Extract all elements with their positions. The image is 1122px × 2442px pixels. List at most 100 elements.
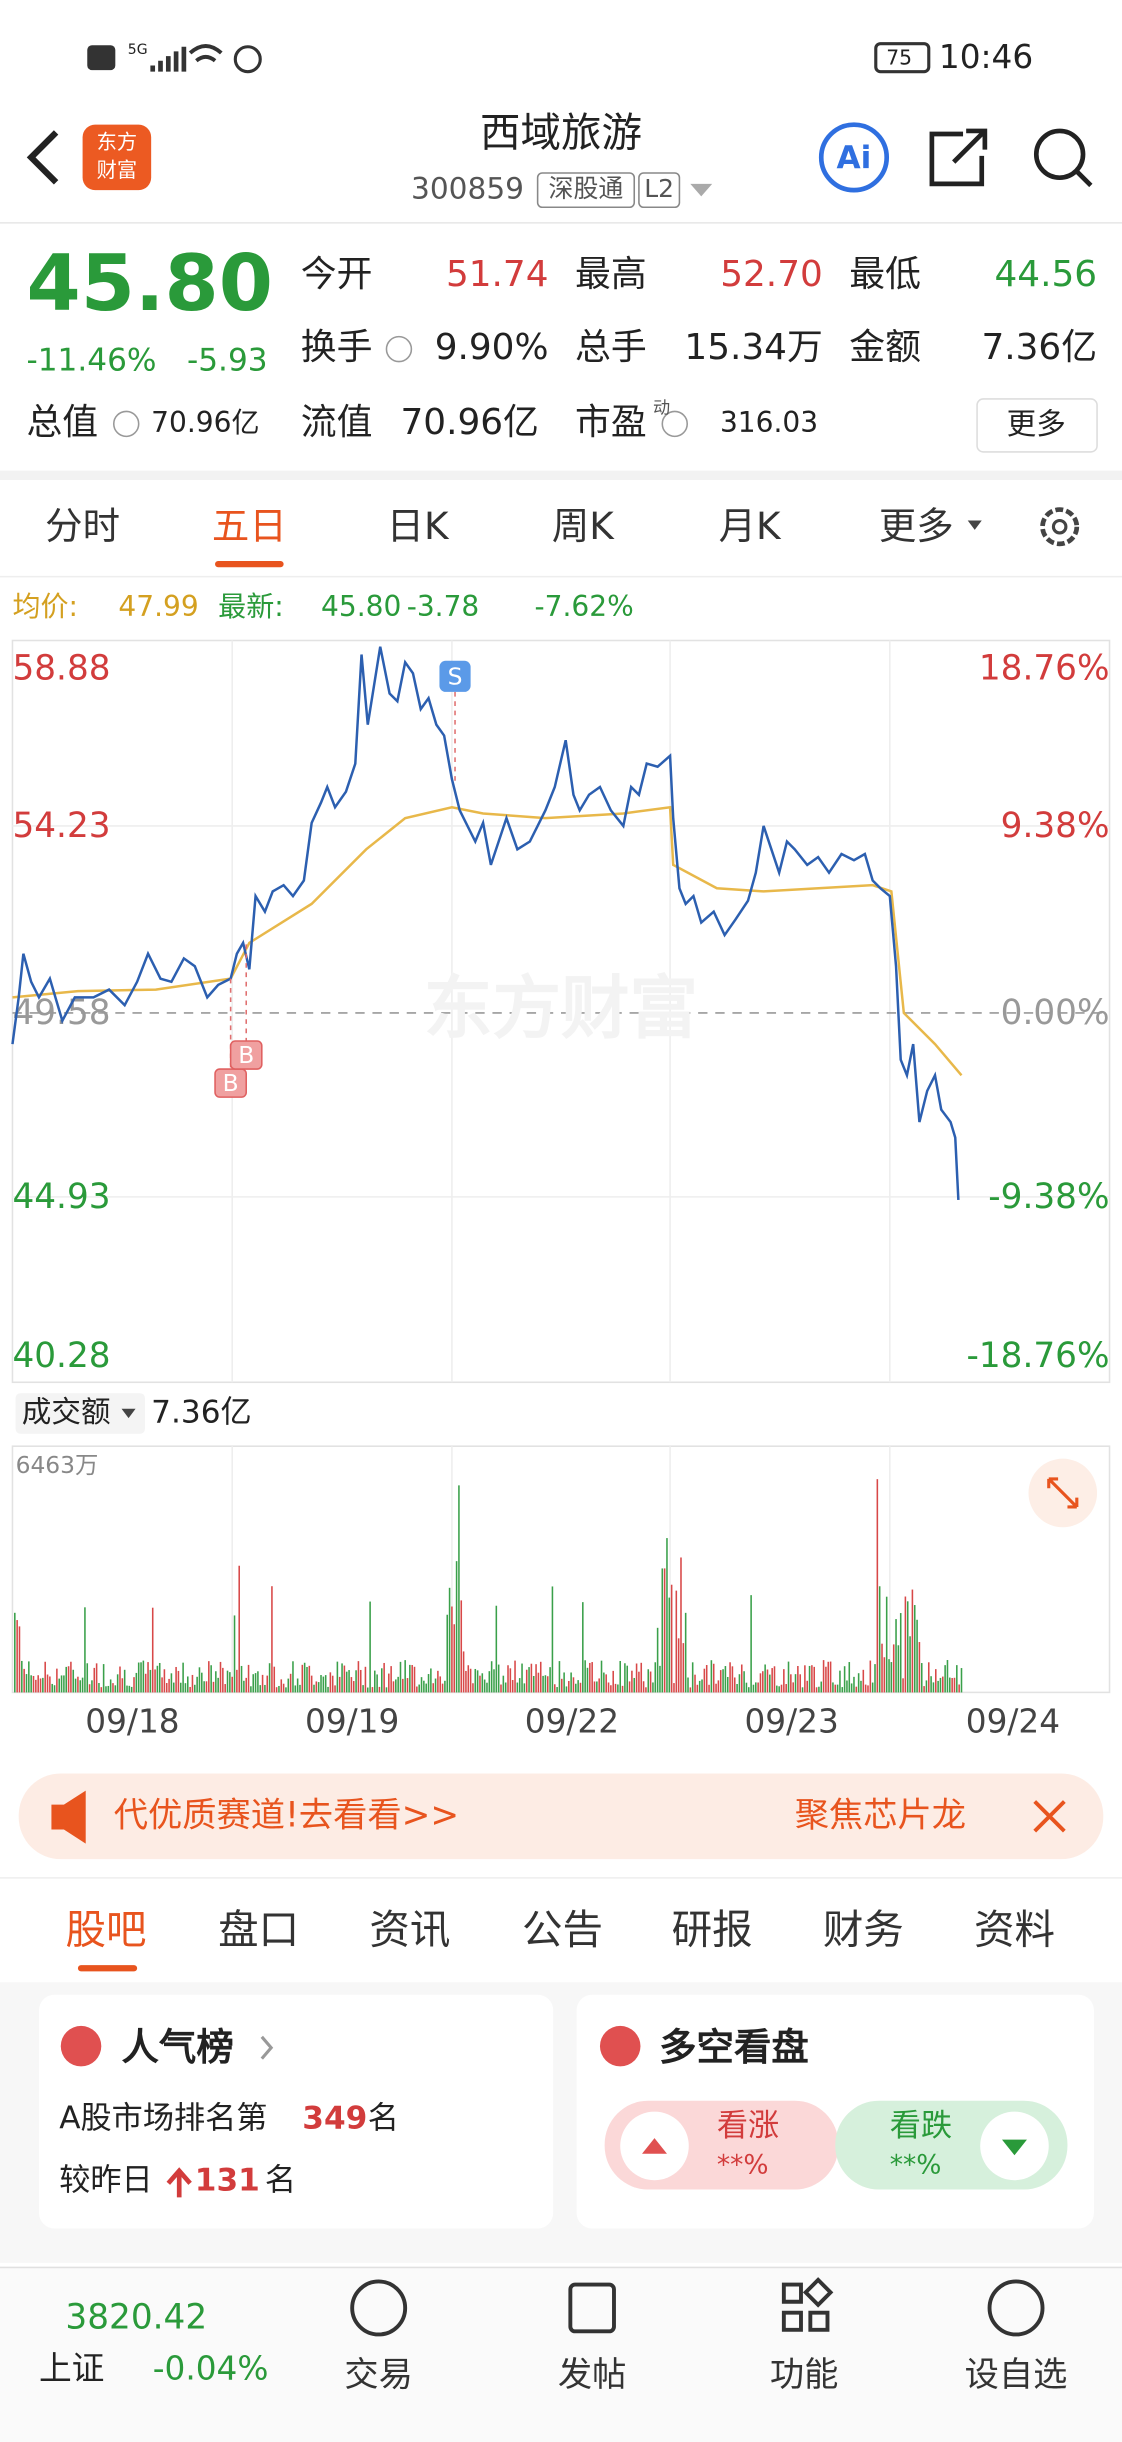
volume-bar [670,1584,673,1693]
period-tab[interactable]: 月K [719,504,782,548]
volume-bar [210,1665,212,1693]
volume-bar [848,1662,851,1693]
volume-bar [504,1682,507,1693]
volume-bar [546,1676,549,1693]
section-tab[interactable]: 资讯 [369,1905,450,1953]
volume-bar [392,1681,395,1693]
nav-item[interactable]: 设自选 [965,2355,1068,2395]
more-button[interactable] [976,398,1098,453]
volume-bar [495,1605,498,1693]
avg-value: 47.99 [118,590,198,623]
period-tab[interactable]: 日K [387,504,450,548]
volume-bar [551,1586,554,1693]
volume-bar [16,1620,18,1693]
volume-bar [930,1676,932,1693]
volume-bar [441,1683,444,1693]
volume-bar [836,1684,839,1693]
nav-item[interactable]: 发帖 [558,2355,627,2395]
date-label: 09/18 [85,1703,179,1741]
section-tab[interactable]: 股吧 [65,1905,146,1953]
field-label: 金额 [849,327,921,368]
volume-bar [177,1670,180,1693]
index-value[interactable]: 3820.42 [65,2297,207,2337]
volume-bar [521,1663,523,1693]
volume-bar [175,1666,177,1693]
period-tab[interactable]: 更多 [879,504,954,548]
volume-bar [687,1677,689,1693]
volume-bar [565,1686,568,1693]
period-tab[interactable]: 周K [552,504,615,548]
volume-bar [902,1678,904,1693]
volume-bar [712,1663,715,1693]
volume-bar [673,1683,675,1693]
search-button[interactable] [1033,128,1086,180]
dropdown-icon[interactable] [690,183,713,197]
volume-bar [362,1685,364,1693]
volume-bar [123,1669,126,1693]
field-value: 316.03 [720,406,818,439]
volume-bar [850,1683,853,1693]
volume-bar [63,1675,65,1693]
volume-bar [776,1685,778,1693]
info-icon [661,410,689,438]
share-button[interactable] [929,128,988,187]
period-tab[interactable]: 分时 [45,504,120,548]
volume-bar [804,1665,806,1693]
ai-label: Ai [837,140,872,176]
volume-bar [745,1682,748,1693]
nav-item[interactable]: 交易 [344,2355,413,2395]
volume-bar [694,1674,696,1693]
section-tab[interactable]: 盘口 [218,1905,299,1953]
volume-bar [208,1661,210,1693]
volume-bar [638,1671,640,1693]
volume-bar [446,1614,449,1693]
volume-bar [359,1669,362,1693]
logo-text: 东方 [97,130,138,154]
section-tab[interactable]: 研报 [672,1905,753,1953]
volume-bar [624,1663,626,1693]
volume-bar [51,1683,53,1693]
volume-bar [605,1674,607,1693]
nav-item[interactable]: 功能 [770,2355,839,2395]
volume-bar [790,1674,792,1693]
volume-bar [631,1670,633,1693]
ai-button[interactable] [818,122,890,193]
volume-bar [918,1642,921,1693]
volume-bar [413,1666,416,1693]
marker-box [229,1040,263,1070]
period-tab[interactable]: 五日 [212,504,287,548]
section-tab[interactable]: 资料 [974,1905,1055,1953]
volume-bar [65,1666,68,1693]
volume-bar [864,1684,867,1693]
volume-bar [659,1665,661,1693]
volume-selector[interactable] [15,1393,145,1434]
close-banner[interactable] [1033,1800,1066,1833]
volume-bar [329,1672,332,1693]
volume-bar [946,1660,949,1693]
banner[interactable] [18,1773,1104,1860]
field-value: 7.36亿 [981,327,1097,368]
volume-bar [236,1669,238,1693]
volume-bar [586,1667,589,1693]
popularity-card[interactable] [38,1994,554,2229]
volume-bar [156,1665,159,1693]
volume-bar [916,1619,918,1693]
volume-bar [343,1665,346,1693]
volume-bar [558,1661,561,1693]
volume-bar [219,1661,222,1693]
volume-bar [25,1674,28,1693]
volume-bar [147,1662,149,1693]
field-label: 换手 [301,327,373,368]
volume-bar [252,1674,255,1693]
volume-bar [892,1644,895,1693]
section-tab[interactable]: 公告 [522,1905,603,1953]
volume-bar [890,1662,893,1693]
settings-button[interactable] [1040,507,1080,547]
volume-bar [306,1666,308,1693]
volume-bar [397,1676,399,1693]
volume-bar [135,1672,138,1693]
section-tab[interactable]: 财务 [823,1905,904,1953]
back-button[interactable] [26,130,59,185]
volume-bar [402,1678,404,1693]
chart-frame [11,639,1111,1384]
